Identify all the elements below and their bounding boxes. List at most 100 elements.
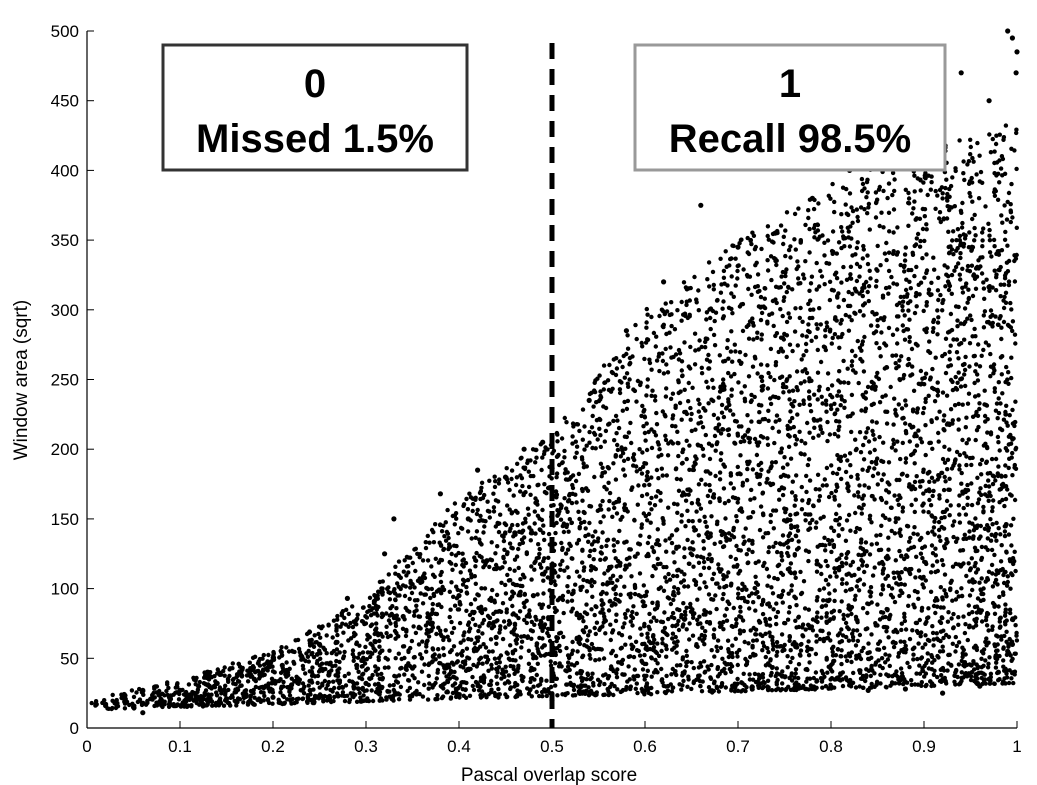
data-point bbox=[841, 616, 846, 622]
data-point bbox=[813, 670, 819, 675]
data-point bbox=[684, 605, 689, 610]
data-point bbox=[861, 457, 867, 462]
data-point bbox=[780, 572, 786, 577]
data-point bbox=[669, 533, 675, 538]
data-point bbox=[534, 689, 539, 695]
data-point bbox=[554, 475, 559, 480]
data-point bbox=[992, 604, 997, 609]
data-point bbox=[625, 456, 631, 462]
data-point bbox=[840, 633, 846, 638]
data-point bbox=[980, 244, 985, 249]
data-point bbox=[460, 577, 466, 582]
data-point bbox=[669, 672, 674, 677]
data-point bbox=[933, 546, 938, 551]
data-point bbox=[562, 448, 567, 454]
data-point bbox=[487, 615, 492, 620]
data-point bbox=[575, 649, 580, 654]
data-point bbox=[955, 324, 960, 329]
data-point bbox=[825, 563, 830, 569]
data-point bbox=[881, 472, 886, 477]
data-point bbox=[874, 461, 879, 466]
data-point bbox=[534, 455, 539, 460]
data-point bbox=[487, 478, 492, 483]
data-point bbox=[488, 595, 494, 601]
data-point bbox=[746, 593, 752, 599]
data-point bbox=[696, 397, 701, 402]
data-point bbox=[929, 280, 934, 285]
data-point bbox=[782, 620, 787, 626]
data-point bbox=[760, 672, 766, 677]
data-point bbox=[626, 430, 632, 435]
data-point bbox=[555, 513, 560, 518]
data-point bbox=[611, 537, 616, 542]
data-point bbox=[925, 530, 931, 536]
data-point bbox=[967, 593, 973, 598]
data-point bbox=[438, 543, 444, 548]
data-point bbox=[556, 574, 561, 579]
data-point bbox=[636, 541, 641, 546]
data-point bbox=[899, 581, 904, 587]
data-point bbox=[889, 586, 895, 591]
data-point bbox=[771, 643, 776, 648]
data-point bbox=[206, 695, 211, 700]
data-point bbox=[761, 563, 766, 569]
data-point bbox=[988, 351, 993, 357]
data-point bbox=[750, 541, 755, 546]
data-point bbox=[766, 574, 772, 579]
data-point bbox=[952, 519, 957, 524]
data-point bbox=[865, 253, 870, 258]
data-point bbox=[770, 647, 776, 652]
data-point bbox=[451, 662, 456, 667]
data-point bbox=[728, 374, 734, 379]
data-point bbox=[762, 296, 767, 301]
data-point bbox=[823, 558, 828, 564]
data-point bbox=[917, 244, 923, 249]
data-point bbox=[782, 281, 787, 286]
data-point bbox=[806, 558, 811, 564]
data-point bbox=[613, 596, 618, 602]
data-point bbox=[852, 572, 857, 578]
data-point bbox=[964, 462, 969, 468]
data-point bbox=[526, 661, 532, 666]
data-point bbox=[976, 497, 982, 502]
data-point bbox=[647, 357, 652, 362]
data-point bbox=[822, 253, 827, 258]
data-point bbox=[873, 284, 879, 289]
data-point bbox=[528, 538, 533, 543]
data-point bbox=[803, 441, 808, 446]
data-point bbox=[1001, 658, 1006, 663]
data-point bbox=[650, 600, 655, 605]
data-point bbox=[948, 377, 954, 383]
data-point bbox=[682, 584, 687, 589]
data-point bbox=[212, 674, 217, 679]
data-point bbox=[469, 536, 474, 541]
data-point bbox=[912, 525, 917, 530]
data-point bbox=[962, 177, 967, 183]
data-point bbox=[738, 453, 743, 458]
data-point bbox=[906, 547, 911, 552]
data-point bbox=[654, 618, 659, 623]
data-point bbox=[767, 630, 772, 635]
data-point bbox=[983, 483, 988, 489]
data-point bbox=[634, 336, 639, 342]
data-point bbox=[500, 565, 505, 570]
data-point bbox=[719, 402, 725, 408]
data-point bbox=[746, 547, 751, 552]
data-point bbox=[777, 541, 783, 546]
data-point bbox=[525, 506, 531, 511]
data-point bbox=[910, 250, 915, 255]
data-point bbox=[1014, 166, 1019, 172]
data-point bbox=[914, 304, 919, 309]
data-point bbox=[752, 436, 758, 442]
data-point bbox=[826, 664, 831, 669]
data-point bbox=[600, 465, 605, 470]
data-point bbox=[688, 344, 693, 350]
data-point bbox=[636, 648, 641, 654]
data-point bbox=[522, 617, 527, 623]
data-point bbox=[721, 619, 726, 625]
data-point bbox=[719, 410, 725, 415]
data-point bbox=[721, 268, 727, 274]
data-point bbox=[505, 572, 510, 578]
data-point bbox=[576, 537, 582, 543]
data-point bbox=[709, 556, 714, 562]
